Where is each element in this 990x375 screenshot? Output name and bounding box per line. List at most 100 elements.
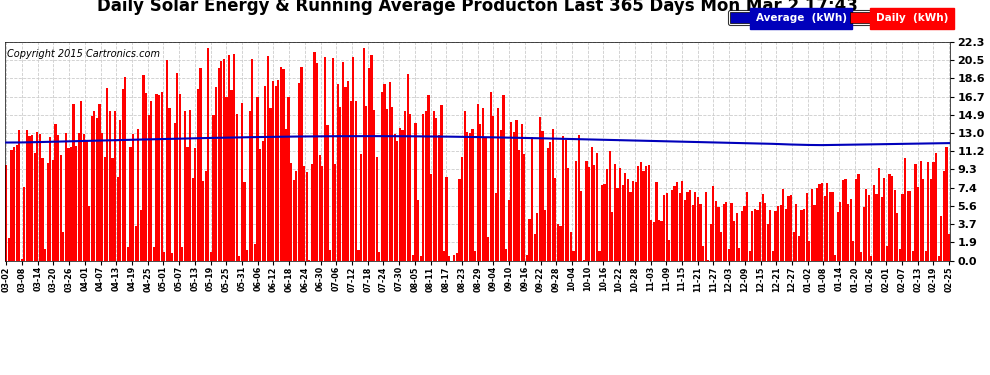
Bar xyxy=(466,132,468,261)
Bar xyxy=(205,171,207,261)
Bar xyxy=(285,129,287,261)
Bar xyxy=(409,114,412,261)
Bar xyxy=(769,210,771,261)
Bar xyxy=(158,95,160,261)
Bar xyxy=(378,252,380,261)
Bar xyxy=(928,162,930,261)
Bar xyxy=(606,169,608,261)
Bar xyxy=(901,194,904,261)
Bar xyxy=(739,248,741,261)
Bar xyxy=(644,166,647,261)
Bar xyxy=(741,210,742,261)
Bar xyxy=(798,236,800,261)
Bar xyxy=(342,62,345,261)
Bar xyxy=(135,226,137,261)
Bar xyxy=(441,105,443,261)
Bar xyxy=(787,196,790,261)
Bar xyxy=(194,148,196,261)
Bar xyxy=(272,81,274,261)
Bar xyxy=(920,161,922,261)
Bar xyxy=(347,81,349,261)
Bar xyxy=(295,171,297,261)
Bar xyxy=(85,141,88,261)
Bar xyxy=(865,189,867,261)
Bar xyxy=(213,116,215,261)
Bar xyxy=(354,101,357,261)
Bar xyxy=(290,163,292,261)
Bar xyxy=(132,134,135,261)
Bar xyxy=(497,108,500,261)
Bar xyxy=(575,161,577,261)
Bar xyxy=(945,147,947,261)
Bar xyxy=(298,83,300,261)
Bar xyxy=(72,104,74,261)
Bar xyxy=(814,205,816,261)
Bar xyxy=(62,232,64,261)
Bar xyxy=(83,134,85,261)
Bar xyxy=(10,150,13,261)
Bar xyxy=(647,165,649,261)
Bar xyxy=(383,84,385,261)
Bar xyxy=(207,48,210,261)
Bar xyxy=(842,180,844,261)
Bar xyxy=(521,124,523,261)
Bar xyxy=(106,88,108,261)
Bar xyxy=(559,226,561,261)
Bar xyxy=(510,122,513,261)
Bar xyxy=(655,182,657,261)
Bar xyxy=(777,206,779,261)
Bar xyxy=(381,92,383,261)
Bar xyxy=(601,185,603,261)
Bar xyxy=(793,232,795,261)
Bar xyxy=(98,104,101,261)
Bar xyxy=(264,86,266,261)
Bar xyxy=(881,196,883,261)
Bar xyxy=(357,250,359,261)
Bar xyxy=(489,92,492,261)
Bar xyxy=(150,101,152,261)
Bar xyxy=(564,140,567,261)
Bar xyxy=(340,107,342,261)
Bar xyxy=(29,136,31,261)
Bar xyxy=(18,130,21,261)
Bar xyxy=(168,108,170,261)
Bar xyxy=(925,251,927,261)
Bar xyxy=(549,142,551,261)
Bar xyxy=(635,182,637,261)
Bar xyxy=(650,220,652,261)
Bar xyxy=(531,137,534,261)
Bar xyxy=(718,207,720,261)
Bar xyxy=(319,155,321,261)
Bar xyxy=(469,132,471,261)
Bar xyxy=(731,203,733,261)
Bar xyxy=(891,176,893,261)
Bar xyxy=(736,213,738,261)
Bar xyxy=(772,252,774,261)
Bar xyxy=(681,181,683,261)
Bar xyxy=(155,94,157,261)
Bar xyxy=(256,96,258,261)
Bar xyxy=(922,179,925,261)
Bar xyxy=(622,184,624,261)
Bar xyxy=(751,211,753,261)
Bar xyxy=(591,147,593,261)
Bar xyxy=(306,172,308,261)
Bar xyxy=(443,252,446,261)
Bar xyxy=(539,117,541,261)
Bar xyxy=(143,75,145,261)
Bar xyxy=(676,182,678,261)
Bar xyxy=(226,97,228,261)
Bar xyxy=(854,179,857,261)
Bar xyxy=(743,207,745,261)
Bar xyxy=(373,110,375,261)
Bar xyxy=(686,192,689,261)
Bar xyxy=(904,158,906,261)
Bar xyxy=(428,95,430,261)
Bar xyxy=(834,255,837,261)
Bar xyxy=(251,59,253,261)
Bar xyxy=(611,212,614,261)
Bar xyxy=(572,251,574,261)
Bar xyxy=(849,200,851,261)
Bar xyxy=(940,216,942,261)
Bar xyxy=(422,114,425,261)
